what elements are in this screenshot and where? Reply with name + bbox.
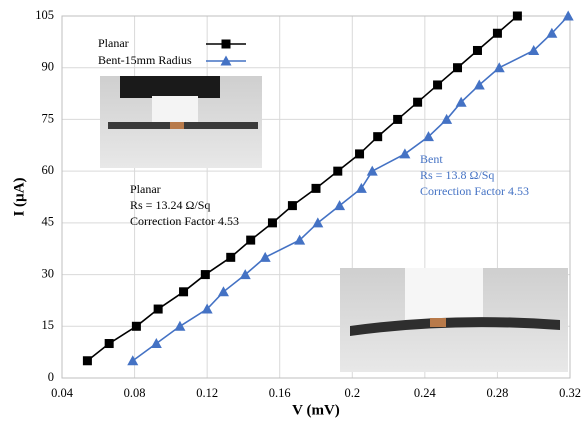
x-tick-label: 0.28 [486,386,508,400]
data-point [267,218,277,228]
data-point [422,131,434,142]
y-tick-label: 60 [42,163,55,177]
data-point [512,11,522,21]
data-point [562,10,574,21]
annotation: Bent [420,152,443,166]
data-point [131,321,141,331]
y-tick-label: 90 [42,60,55,74]
legend-marker [221,39,231,49]
data-point [239,269,251,280]
y-axis-label: I (µA) [11,177,27,216]
data-point [493,62,505,73]
annotation: Correction Factor 4.53 [420,184,529,198]
data-point [413,97,423,107]
y-tick-label: 15 [42,318,55,332]
x-tick-label: 0.16 [269,386,291,400]
annotation: Rs = 13.24 Ω/Sq [130,198,210,212]
data-point [226,252,236,262]
data-point [174,320,186,331]
data-point [546,27,558,38]
data-point [294,234,306,245]
data-point [433,80,443,90]
data-point [472,45,482,55]
x-tick-label: 0.32 [559,386,581,400]
data-point [492,28,502,38]
data-point [473,79,485,90]
data-point [82,356,92,366]
data-point [246,235,256,245]
data-point [334,200,346,211]
data-point [127,355,139,366]
annotation: Correction Factor 4.53 [130,214,239,228]
data-point [153,304,163,314]
data-point [355,149,365,159]
data-point [287,201,297,211]
data-point [104,339,114,349]
data-point [312,217,324,228]
data-point [399,148,411,159]
x-tick-label: 0.24 [414,386,437,400]
legend-label: Planar [98,36,129,50]
data-point [311,183,321,193]
legend-marker [220,55,232,66]
y-tick-label: 0 [48,370,54,384]
y-tick-label: 75 [42,111,55,125]
x-tick-label: 0.2 [344,386,360,400]
data-point [528,44,540,55]
photo-planar [100,76,262,168]
annotation: Rs = 13.8 Ω/Sq [420,168,494,182]
x-tick-label: 0.08 [124,386,146,400]
plot-frame [61,15,571,379]
y-tick-label: 105 [35,8,54,22]
y-tick-label: 30 [42,266,55,280]
data-point [333,166,343,176]
data-point [441,113,453,124]
photo-bent [340,268,568,372]
annotation: Planar [130,182,161,196]
data-point [217,286,229,297]
x-axis-label: V (mV) [292,402,340,418]
data-point [355,182,367,193]
data-point [200,270,210,280]
y-tick-label: 45 [42,215,55,229]
data-point [259,251,271,262]
data-point [201,303,213,314]
x-tick-label: 0.04 [51,386,74,400]
x-tick-label: 0.12 [196,386,218,400]
data-point [150,338,162,349]
data-point [453,63,463,73]
data-point [393,114,403,124]
data-point [455,96,467,107]
data-point [373,132,383,142]
data-point [366,165,378,176]
data-point [179,287,189,297]
legend-label: Bent-15mm Radius [98,53,192,67]
